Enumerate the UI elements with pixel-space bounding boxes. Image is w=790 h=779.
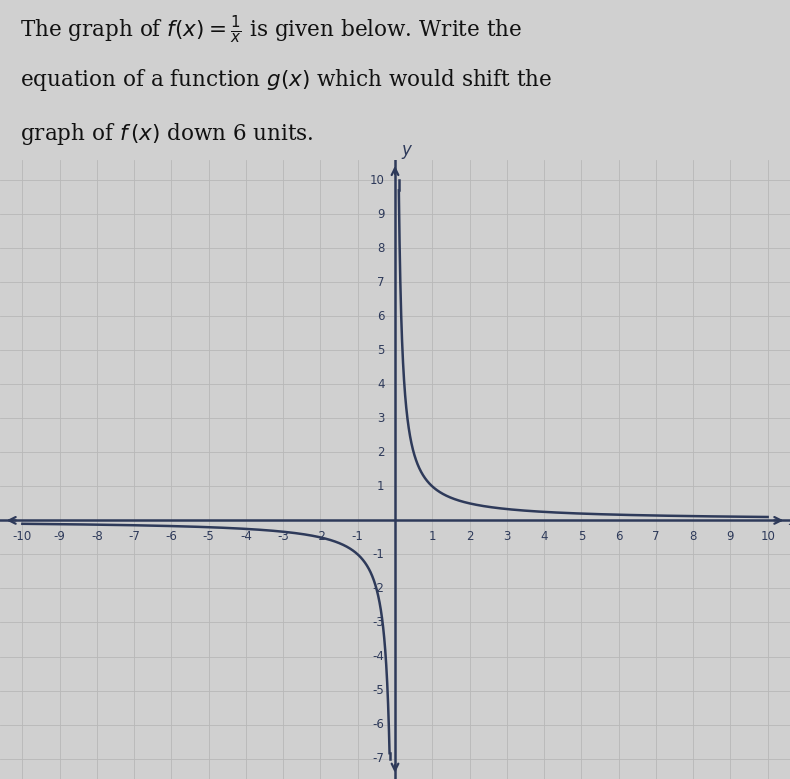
Text: 9: 9 (727, 530, 734, 543)
Text: 4: 4 (377, 378, 385, 391)
Text: 7: 7 (652, 530, 660, 543)
Text: -6: -6 (373, 718, 385, 731)
Text: 4: 4 (540, 530, 547, 543)
Text: 6: 6 (377, 310, 385, 323)
Text: 9: 9 (377, 208, 385, 220)
Text: $y$: $y$ (401, 143, 413, 161)
Text: 10: 10 (760, 530, 775, 543)
Text: -9: -9 (54, 530, 66, 543)
Text: 5: 5 (377, 344, 385, 357)
Text: equation of a function $g(x)$ which would shift the: equation of a function $g(x)$ which woul… (20, 67, 552, 93)
Text: -1: -1 (352, 530, 363, 543)
Text: 7: 7 (377, 276, 385, 289)
Text: 1: 1 (428, 530, 436, 543)
Text: -3: -3 (277, 530, 289, 543)
Text: 8: 8 (690, 530, 697, 543)
Text: 3: 3 (503, 530, 510, 543)
Text: -7: -7 (128, 530, 140, 543)
Text: -6: -6 (165, 530, 177, 543)
Text: -5: -5 (203, 530, 215, 543)
Text: 5: 5 (577, 530, 585, 543)
Text: 1: 1 (377, 480, 385, 493)
Text: 8: 8 (377, 241, 385, 255)
Text: 2: 2 (377, 446, 385, 459)
Text: -2: -2 (373, 582, 385, 595)
Text: -3: -3 (373, 616, 385, 629)
Text: 6: 6 (615, 530, 623, 543)
Text: -8: -8 (91, 530, 103, 543)
Text: 2: 2 (466, 530, 473, 543)
Text: -1: -1 (373, 548, 385, 561)
Text: -5: -5 (373, 684, 385, 697)
Text: -4: -4 (240, 530, 252, 543)
Text: 3: 3 (377, 412, 385, 425)
Text: -7: -7 (373, 752, 385, 765)
Text: The graph of $f(x) = \frac{1}{x}$ is given below. Write the: The graph of $f(x) = \frac{1}{x}$ is giv… (20, 12, 522, 44)
Text: -4: -4 (373, 650, 385, 663)
Text: -10: -10 (13, 530, 32, 543)
Text: graph of $f\,(x)$ down 6 units.: graph of $f\,(x)$ down 6 units. (20, 122, 314, 147)
Text: $x$: $x$ (788, 511, 790, 530)
Text: 10: 10 (370, 174, 385, 187)
Text: -2: -2 (314, 530, 326, 543)
